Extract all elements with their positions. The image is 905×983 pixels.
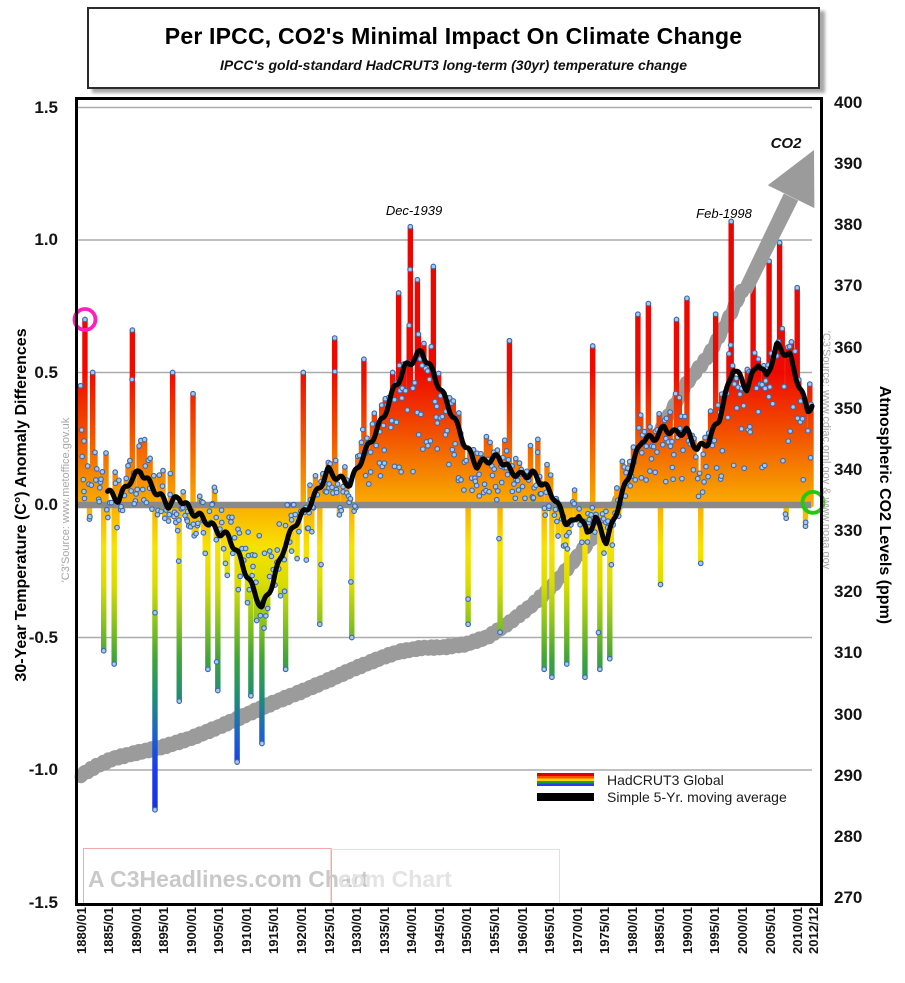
watermark-text-echo: com Chart	[338, 866, 452, 892]
page-subtitle: IPCC's gold-standard HadCRUT3 long-term …	[220, 57, 687, 73]
annotation-co2-label: CO2	[770, 135, 802, 152]
x-tick-1950-01: 1950/01	[459, 907, 475, 954]
legend-label-moving-average: Simple 5-Yr. moving average	[607, 788, 787, 805]
x-tick-1905-01: 1905/01	[211, 907, 227, 954]
x-tick-1980-01: 1980/01	[624, 907, 640, 954]
page-title: Per IPCC, CO2's Minimal Impact On Climat…	[164, 23, 743, 49]
y-left-tick-0.0: 0.0	[34, 495, 58, 514]
y-right-tick-380: 380	[834, 215, 863, 235]
x-tick-1930-01: 1930/01	[349, 907, 365, 954]
black-line-swatch-icon	[537, 792, 594, 801]
y-left-tick--1.5: -1.5	[28, 892, 58, 912]
y-right-tick-330: 330	[834, 521, 863, 541]
x-tick-1935-01: 1935/01	[376, 907, 392, 954]
y-right-tick-350: 350	[834, 398, 863, 418]
x-tick-1910-01: 1910/01	[238, 907, 254, 954]
y-left-tick--1.0: -1.0	[28, 760, 58, 779]
x-tick-1945-01: 1945/01	[431, 907, 447, 954]
x-tick-1895-01: 1895/01	[156, 907, 172, 954]
legend-label-hadcrut3: HadCRUT3 Global	[607, 771, 724, 788]
x-tick-1955-01: 1955/01	[486, 907, 502, 954]
y-left-tick-0.5: 0.5	[34, 362, 58, 382]
y-right-tick-300: 300	[834, 704, 863, 724]
y-left-tick-1.0: 1.0	[34, 230, 58, 249]
y-left-tick--0.5: -0.5	[28, 627, 58, 647]
y-right-tick-310: 310	[834, 643, 863, 663]
legend-item-hadcrut3: HadCRUT3 Global	[537, 771, 787, 788]
x-tick-1990-01: 1990/01	[679, 907, 695, 954]
annotation-dec-1939: Dec-1939	[385, 203, 443, 218]
source-credit-left: 'C3'Source: www.metoffice.gov.uk	[60, 417, 72, 583]
x-tick-2012-12: 2012/12	[806, 907, 822, 954]
x-tick-1965-01: 1965/01	[542, 907, 558, 954]
x-tick-1960-01: 1960/01	[514, 907, 530, 954]
y-left-tick-1.5: 1.5	[34, 97, 58, 117]
x-tick-1885-01: 1885/01	[101, 907, 117, 954]
x-tick-1995-01: 1995/01	[707, 907, 723, 954]
x-tick-1940-01: 1940/01	[404, 907, 420, 954]
x-tick-1970-01: 1970/01	[569, 907, 585, 954]
annotation-feb-1998: Feb-1998	[696, 206, 752, 221]
legend-item-moving-average: Simple 5-Yr. moving average	[537, 788, 787, 805]
x-tick-1880-01: 1880/01	[73, 907, 89, 954]
title-box: Per IPCC, CO2's Minimal Impact On Climat…	[87, 7, 820, 89]
y-right-tick-320: 320	[834, 582, 863, 602]
x-tick-1985-01: 1985/01	[652, 907, 668, 954]
y-right-tick-370: 370	[834, 276, 863, 296]
y-right-tick-290: 290	[834, 765, 863, 785]
x-tick-2005-01: 2005/01	[762, 907, 778, 954]
x-tick-1920-01: 1920/01	[294, 907, 309, 954]
y-right-tick-360: 360	[834, 337, 863, 357]
x-tick-1975-01: 1975/01	[597, 907, 613, 954]
legend: HadCRUT3 Global Simple 5-Yr. moving aver…	[537, 771, 787, 805]
x-tick-1900-01: 1900/01	[183, 907, 199, 954]
x-tick-1925-01: 1925/01	[321, 907, 337, 954]
y-right-tick-280: 280	[834, 826, 863, 846]
x-tick-2010-01: 2010/01	[790, 907, 806, 954]
y-right-tick-340: 340	[834, 459, 863, 479]
source-credit-right: 'C3'Source: www.cdiac.ornl.gov & www.noa…	[820, 330, 832, 570]
x-tick-1890-01: 1890/01	[128, 907, 144, 954]
y-right-tick-390: 390	[834, 154, 863, 174]
y-right-tick-400: 400	[834, 93, 863, 112]
x-tick-1915-01: 1915/01	[266, 907, 282, 954]
x-tick-2000-01: 2000/01	[735, 907, 751, 954]
rainbow-swatch-icon	[537, 773, 594, 786]
watermark-text: A C3Headlines.com Chart	[88, 866, 369, 892]
y-right-tick-270: 270	[834, 888, 863, 907]
